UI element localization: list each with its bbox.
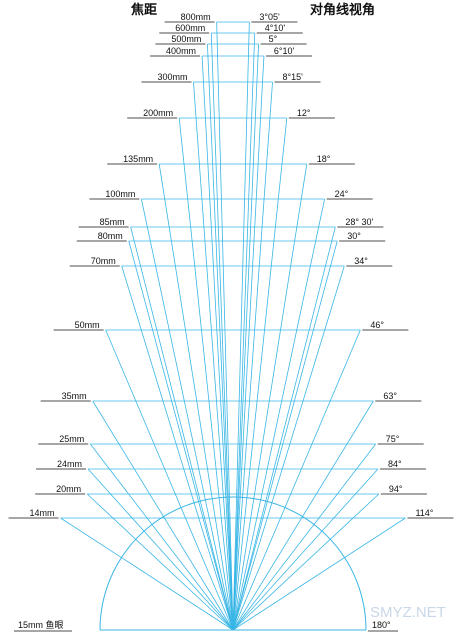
focal-label: 70mm	[91, 256, 116, 266]
angle-label: 63°	[383, 391, 397, 401]
ray-left	[130, 226, 234, 631]
ray-left	[92, 400, 234, 631]
focal-label: 24mm	[57, 459, 82, 469]
watermark-text: SMYZ.NET	[370, 604, 446, 621]
angle-label: 8°15'	[283, 72, 304, 82]
ray-left	[216, 21, 234, 631]
ray-left	[86, 493, 234, 631]
focal-label: 14mm	[30, 508, 55, 518]
angle-label: 3°05'	[259, 12, 280, 22]
focal-label: 100mm	[105, 189, 135, 199]
ray-right	[232, 81, 273, 631]
angle-label: 4°10'	[265, 23, 286, 33]
angle-label: 12°	[297, 108, 311, 118]
angle-label: 30°	[347, 231, 361, 241]
angle-label: 24°	[335, 189, 349, 199]
ray-left	[201, 55, 234, 631]
angle-label: 75°	[386, 434, 400, 444]
ray-right	[232, 329, 361, 631]
focal-label: 800mm	[181, 12, 211, 22]
view-angle-header: 对角线视角	[310, 2, 375, 17]
focal-label: 35mm	[62, 391, 87, 401]
ray-left	[193, 81, 234, 631]
angle-label: 28° 30'	[345, 217, 373, 227]
ray-left	[87, 468, 234, 631]
ray-right	[232, 240, 338, 631]
focal-length-header: 焦距	[130, 2, 157, 17]
ray-right	[232, 517, 406, 631]
ray-right	[232, 32, 256, 631]
focal-label: 80mm	[98, 231, 123, 241]
angle-label: 34°	[354, 256, 368, 266]
focal-label: 20mm	[56, 484, 81, 494]
ray-right	[232, 443, 377, 631]
ray-right	[232, 265, 345, 631]
angle-label: 18°	[317, 154, 331, 164]
ray-right	[232, 468, 379, 631]
focal-label: 300mm	[157, 72, 187, 82]
ray-right	[232, 43, 259, 631]
angle-label: 84°	[388, 459, 402, 469]
ray-right	[232, 198, 326, 631]
ray-left	[158, 163, 234, 631]
ray-right	[232, 400, 374, 631]
focal-label: 500mm	[171, 34, 201, 44]
ray-left	[121, 265, 234, 631]
ray-right	[232, 55, 265, 631]
focal-label: 400mm	[166, 46, 196, 56]
ray-left	[105, 329, 234, 631]
angle-label: 114°	[415, 508, 433, 518]
ray-right	[232, 21, 250, 631]
angle-label: 94°	[389, 484, 403, 494]
ray-right	[232, 226, 336, 631]
focal-label: 85mm	[100, 217, 125, 227]
focal-label: 600mm	[175, 23, 205, 33]
focal-label: 200mm	[143, 108, 173, 118]
focal-label: 50mm	[75, 320, 100, 330]
ray-left	[140, 198, 234, 631]
ray-left	[60, 517, 234, 631]
ray-left	[210, 32, 234, 631]
ray-left	[128, 240, 234, 631]
ray-left	[178, 117, 234, 631]
angle-label: 46°	[370, 320, 384, 330]
focal-label: 25mm	[59, 434, 84, 444]
fisheye-semicircle	[99, 496, 367, 631]
ray-right	[232, 117, 288, 631]
angle-label: 5°	[269, 34, 278, 44]
ray-left	[207, 43, 234, 631]
fisheye-angle-label: 180°	[372, 620, 391, 630]
fisheye-focal-label: 15mm 鱼眼	[18, 619, 64, 630]
ray-right	[232, 493, 380, 631]
ray-right	[232, 163, 308, 631]
ray-left	[89, 443, 234, 631]
focal-label: 135mm	[123, 154, 153, 164]
angle-label: 6°10'	[274, 46, 295, 56]
